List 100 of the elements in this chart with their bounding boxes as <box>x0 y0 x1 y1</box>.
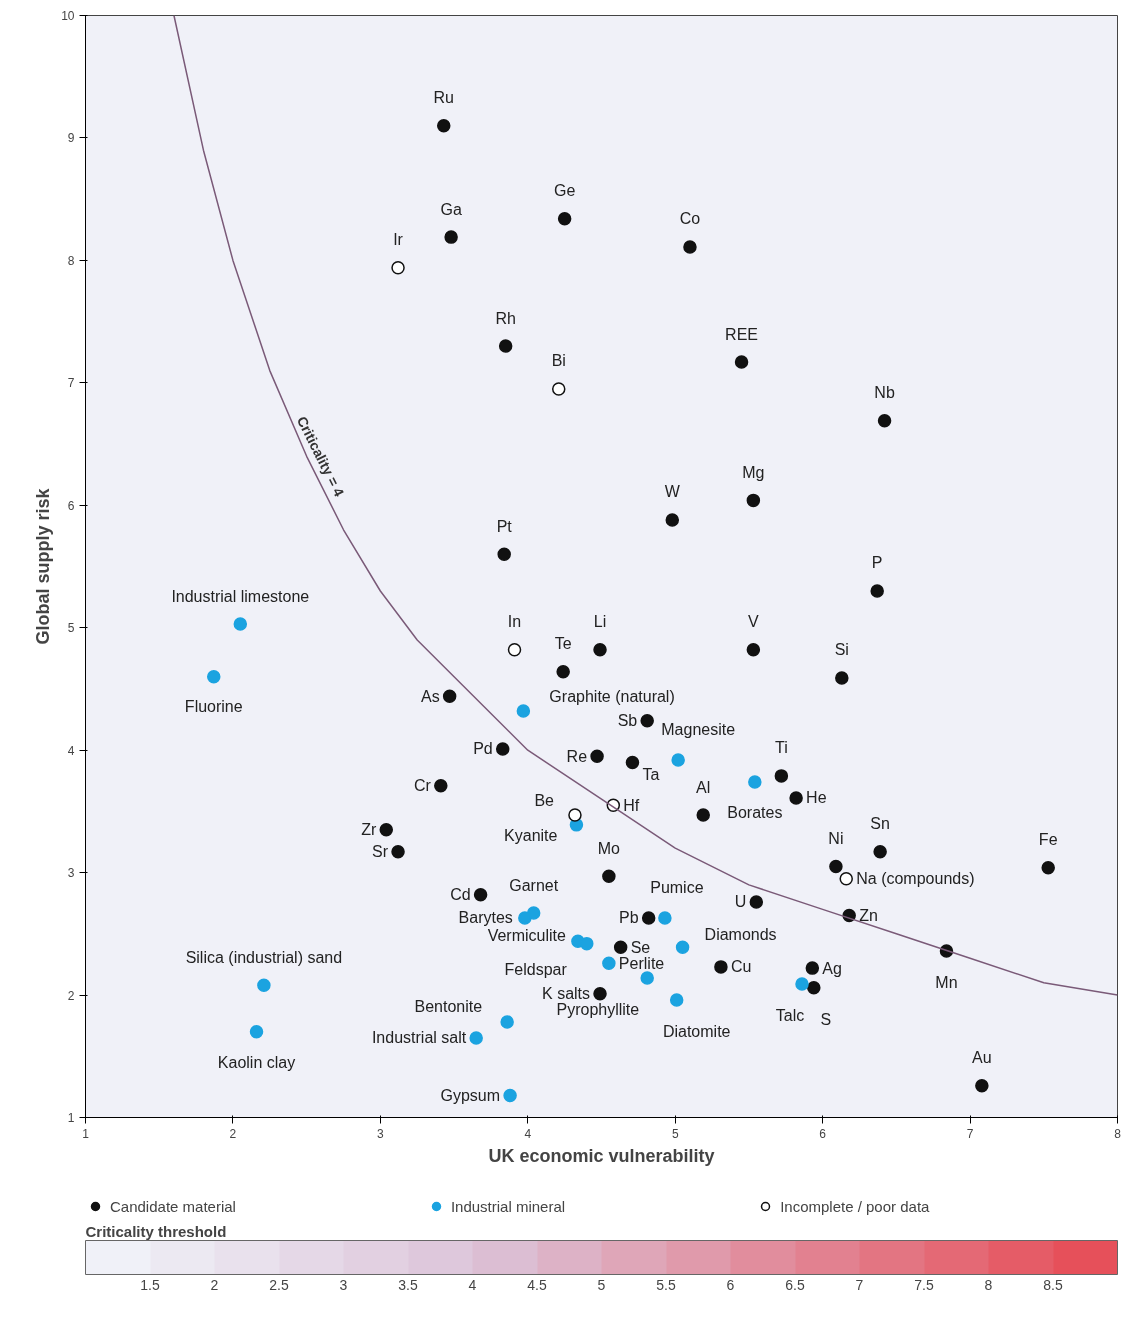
data-label: Li <box>593 613 607 631</box>
data-label: Pyrophyllite <box>556 1001 640 1019</box>
point <box>568 808 582 822</box>
data-label: Gypsum <box>440 1086 501 1104</box>
color-bar-label: 1.5 <box>140 1276 160 1293</box>
data-label: Si <box>834 641 849 659</box>
point <box>391 261 405 275</box>
data-label: Feldspar <box>504 961 568 979</box>
data-label: Graphite (natural) <box>549 688 675 706</box>
point <box>602 956 616 970</box>
data-label: Kaolin clay <box>217 1054 296 1072</box>
data-label: S <box>820 1011 832 1029</box>
legend-label: Incomplete / poor data <box>780 1197 930 1215</box>
point <box>552 382 566 396</box>
point <box>434 778 448 793</box>
data-label: V <box>748 613 760 631</box>
point <box>516 704 531 718</box>
point <box>507 643 522 657</box>
point <box>669 993 684 1007</box>
point <box>658 911 672 925</box>
point <box>870 584 884 598</box>
data-label: Diatomite <box>662 1023 731 1041</box>
point <box>714 960 728 974</box>
y-tick-label: 1 <box>67 1111 75 1125</box>
point <box>829 859 843 874</box>
point <box>805 961 820 975</box>
point <box>640 714 654 728</box>
point <box>518 911 532 925</box>
color-bar-label: 2 <box>210 1276 219 1293</box>
point <box>500 1015 514 1029</box>
data-label: Co <box>679 210 701 228</box>
x-tick-label: 8 <box>1114 1126 1122 1141</box>
data-label: Mo <box>597 839 621 857</box>
data-label: REE <box>725 325 759 343</box>
data-label: Bi <box>551 352 566 370</box>
color-bar-label: 3 <box>339 1276 348 1293</box>
data-label: Be <box>534 791 555 809</box>
y-tick-label: 4 <box>67 743 75 758</box>
data-label: K salts <box>542 985 591 1003</box>
point <box>503 1088 517 1103</box>
point <box>580 936 594 951</box>
point <box>602 869 616 884</box>
y-tick-label: 6 <box>67 498 75 513</box>
point <box>593 987 607 1001</box>
point <box>613 940 628 955</box>
data-label: Talc <box>775 1006 805 1024</box>
data-label: Ru <box>433 89 454 107</box>
color-bar-label: 3.5 <box>398 1276 418 1293</box>
color-bar-label: 5.5 <box>656 1276 676 1293</box>
point <box>749 895 764 909</box>
data-label: Se <box>630 938 651 956</box>
legend-label: Candidate material <box>110 1197 236 1215</box>
data-label: Fluorine <box>184 698 243 716</box>
point <box>873 845 887 859</box>
point <box>257 978 271 992</box>
color-bar-label: 4 <box>468 1276 477 1293</box>
data-label: Na (compounds) <box>856 870 975 888</box>
y-tick-label: 2 <box>67 988 75 1003</box>
y-tick-label: 8 <box>67 253 75 268</box>
y-tick-label: 9 <box>67 131 75 146</box>
x-tick-label: 7 <box>966 1126 974 1141</box>
color-bar-label: 4.5 <box>527 1276 547 1293</box>
point <box>625 755 640 770</box>
data-label: U <box>734 893 747 911</box>
data-label: Barytes <box>458 909 513 927</box>
x-tick-label: 1 <box>82 1126 90 1141</box>
data-label: Vermiculite <box>487 926 567 944</box>
data-label: Zn <box>859 906 878 924</box>
data-label: Fe <box>1038 831 1058 849</box>
y-tick-label: 7 <box>67 376 75 391</box>
point <box>557 212 572 226</box>
data-label: W <box>664 483 681 501</box>
point <box>437 118 451 133</box>
color-bar-label: 8 <box>984 1276 993 1293</box>
point <box>746 643 761 657</box>
y-tick-label: 10 <box>61 9 75 23</box>
data-label: As <box>420 687 440 705</box>
data-label: Rh <box>495 309 516 327</box>
data-label: Ti <box>775 739 788 757</box>
x-tick-label: 4 <box>524 1126 532 1141</box>
data-label: Kyanite <box>504 827 558 845</box>
x-tick-label: 5 <box>671 1126 679 1141</box>
point <box>249 1025 264 1039</box>
data-label: Al <box>696 778 711 796</box>
point <box>795 977 809 991</box>
point <box>495 742 510 756</box>
data-label: Sn <box>870 815 890 833</box>
point <box>497 547 511 561</box>
point <box>671 753 685 767</box>
legend-label: Industrial mineral <box>450 1197 566 1215</box>
y-axis-title: Global supply risk <box>33 487 54 645</box>
data-label: Sr <box>372 843 389 861</box>
data-label: Magnesite <box>661 721 736 739</box>
data-label: Pd <box>473 740 493 758</box>
color-bar-label: 5 <box>597 1276 606 1293</box>
point <box>207 669 221 684</box>
point <box>379 823 393 837</box>
point <box>975 1078 989 1093</box>
data-label: Industrial salt <box>371 1029 467 1047</box>
point <box>593 643 607 657</box>
